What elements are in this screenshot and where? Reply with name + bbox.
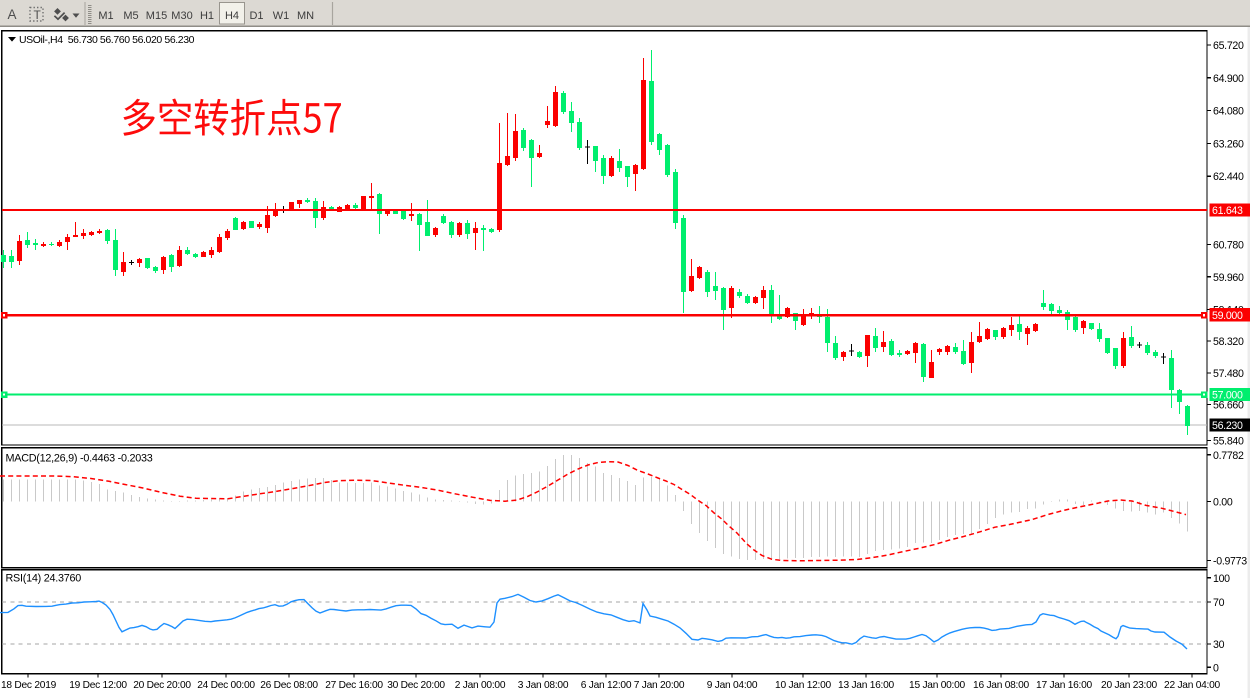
svg-text:0.7782: 0.7782 [1213,450,1244,462]
svg-text:20 Dec 20:00: 20 Dec 20:00 [133,680,191,691]
svg-text:M30: M30 [171,10,192,22]
svg-text:57.000: 57.000 [1212,390,1243,402]
svg-text:3 Jan 08:00: 3 Jan 08:00 [518,680,569,691]
svg-text:100: 100 [1213,573,1230,585]
svg-text:-0.9773: -0.9773 [1213,556,1247,568]
svg-text:MACD(12,26,9) -0.4463 -0.2033: MACD(12,26,9) -0.4463 -0.2033 [6,453,153,465]
svg-text:59.000: 59.000 [1212,310,1243,322]
svg-text:27 Dec 16:00: 27 Dec 16:00 [325,680,383,691]
svg-text:A: A [8,7,17,22]
svg-text:7 Jan 20:00: 7 Jan 20:00 [634,680,685,691]
svg-text:M1: M1 [98,10,113,22]
svg-text:26 Dec 08:00: 26 Dec 08:00 [260,680,318,691]
svg-text:H1: H1 [200,10,214,22]
svg-text:61.643: 61.643 [1212,205,1243,217]
svg-text:19 Dec 12:00: 19 Dec 12:00 [69,680,127,691]
svg-text:M5: M5 [123,10,138,22]
svg-text:17 Jan 16:00: 17 Jan 16:00 [1036,680,1092,691]
svg-text:13 Jan 16:00: 13 Jan 16:00 [838,680,894,691]
svg-text:D1: D1 [249,10,263,22]
svg-text:60.780: 60.780 [1213,240,1244,252]
svg-text:62.440: 62.440 [1213,171,1244,183]
svg-text:2 Jan 00:00: 2 Jan 00:00 [455,680,506,691]
svg-text:0.00: 0.00 [1213,497,1233,509]
svg-text:55.840: 55.840 [1213,436,1244,448]
svg-text:64.900: 64.900 [1213,73,1244,85]
svg-text:MN: MN [297,10,314,22]
svg-text:30: 30 [1213,639,1225,651]
svg-text:0: 0 [1213,662,1219,674]
svg-text:USOil-,H4 56.730 56.760 56.02: USOil-,H4 56.730 56.760 56.020 56.230 [19,34,195,46]
svg-text:30 Dec 20:00: 30 Dec 20:00 [387,680,445,691]
svg-text:18 Dec 2019: 18 Dec 2019 [1,680,57,691]
svg-text:10 Jan 12:00: 10 Jan 12:00 [775,680,831,691]
svg-text:9 Jan 04:00: 9 Jan 04:00 [707,680,758,691]
svg-text:RSI(14) 24.3760: RSI(14) 24.3760 [6,573,82,585]
svg-text:20 Jan 23:00: 20 Jan 23:00 [1101,680,1157,691]
svg-text:57.480: 57.480 [1213,368,1244,380]
svg-text:58.320: 58.320 [1213,336,1244,348]
svg-text:6 Jan 12:00: 6 Jan 12:00 [581,680,632,691]
svg-text:22 Jan 04:00: 22 Jan 04:00 [1164,680,1220,691]
svg-text:63.260: 63.260 [1213,138,1244,150]
svg-text:T: T [34,8,42,22]
svg-text:W1: W1 [273,10,290,22]
svg-text:H4: H4 [225,10,239,22]
svg-text:15 Jan 00:00: 15 Jan 00:00 [909,680,965,691]
svg-text:56.660: 56.660 [1213,400,1244,412]
svg-text:70: 70 [1213,597,1225,609]
svg-text:59.960: 59.960 [1213,272,1244,284]
svg-text:65.720: 65.720 [1213,40,1244,52]
svg-text:24 Dec 00:00: 24 Dec 00:00 [197,680,255,691]
svg-text:64.080: 64.080 [1213,106,1244,118]
svg-text:56.230: 56.230 [1212,420,1243,432]
svg-text:16 Jan 08:00: 16 Jan 08:00 [973,680,1029,691]
svg-text:M15: M15 [146,10,167,22]
